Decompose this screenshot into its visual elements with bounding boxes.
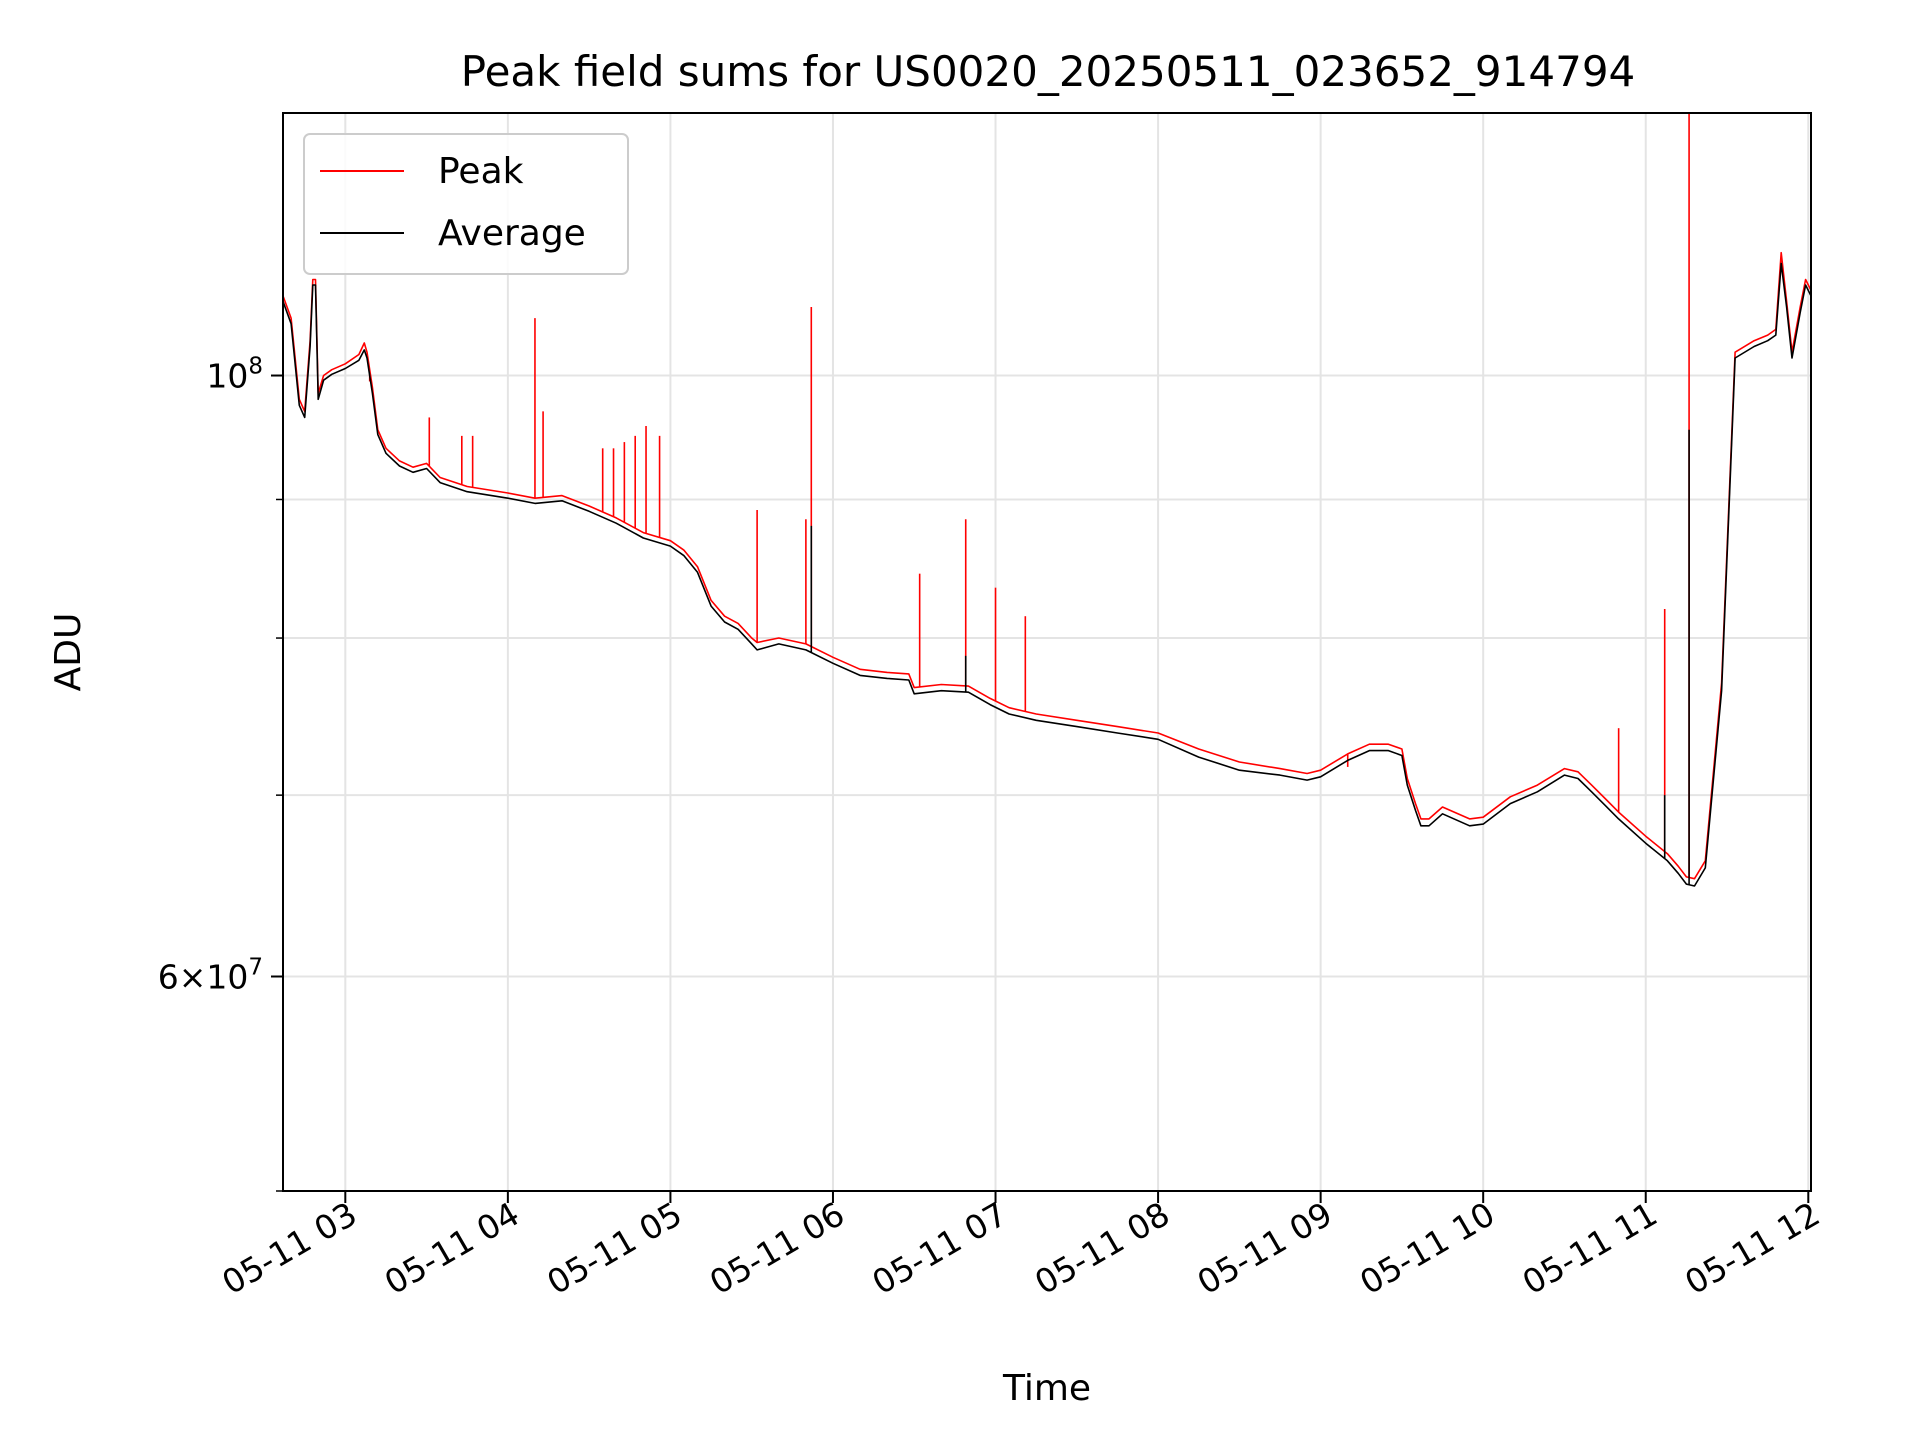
plot-frame <box>282 112 1812 1192</box>
x-tick-label: 05-11 03 <box>215 1194 363 1302</box>
x-tick-label: 05-11 10 <box>1353 1194 1501 1302</box>
x-tick-label: 05-11 08 <box>1028 1194 1176 1302</box>
ticks: 05-11 03 05-11 04 05-11 05 05-11 06 05-11 07… <box>158 354 1827 1303</box>
x-tick-label: 05-11 05 <box>540 1194 688 1302</box>
legend-peak-label: Peak <box>438 151 524 192</box>
average-series-line <box>282 262 1812 887</box>
peak-series-line <box>282 251 1812 880</box>
y-tick-label: 108 <box>206 354 263 396</box>
x-axis-label: Time <box>1002 1368 1091 1409</box>
x-tick-label: 05-11 06 <box>703 1194 851 1302</box>
legend: Peak Average <box>303 133 629 275</box>
legend-box <box>303 133 629 275</box>
y-tick-label: 6×107 <box>158 955 263 997</box>
x-tick-label: 05-11 04 <box>378 1194 526 1302</box>
x-tick-label: 05-11 12 <box>1678 1194 1826 1302</box>
chart-title: Peak field sums for US0020_20250511_0236… <box>461 47 1636 96</box>
legend-average-label: Average <box>438 213 586 254</box>
y-axis-label: ADU <box>48 613 89 692</box>
x-tick-label: 05-11 07 <box>866 1194 1014 1302</box>
x-tick-label: 05-11 11 <box>1516 1194 1664 1302</box>
series-layer <box>282 113 1812 887</box>
x-tick-label: 05-11 09 <box>1191 1194 1339 1302</box>
